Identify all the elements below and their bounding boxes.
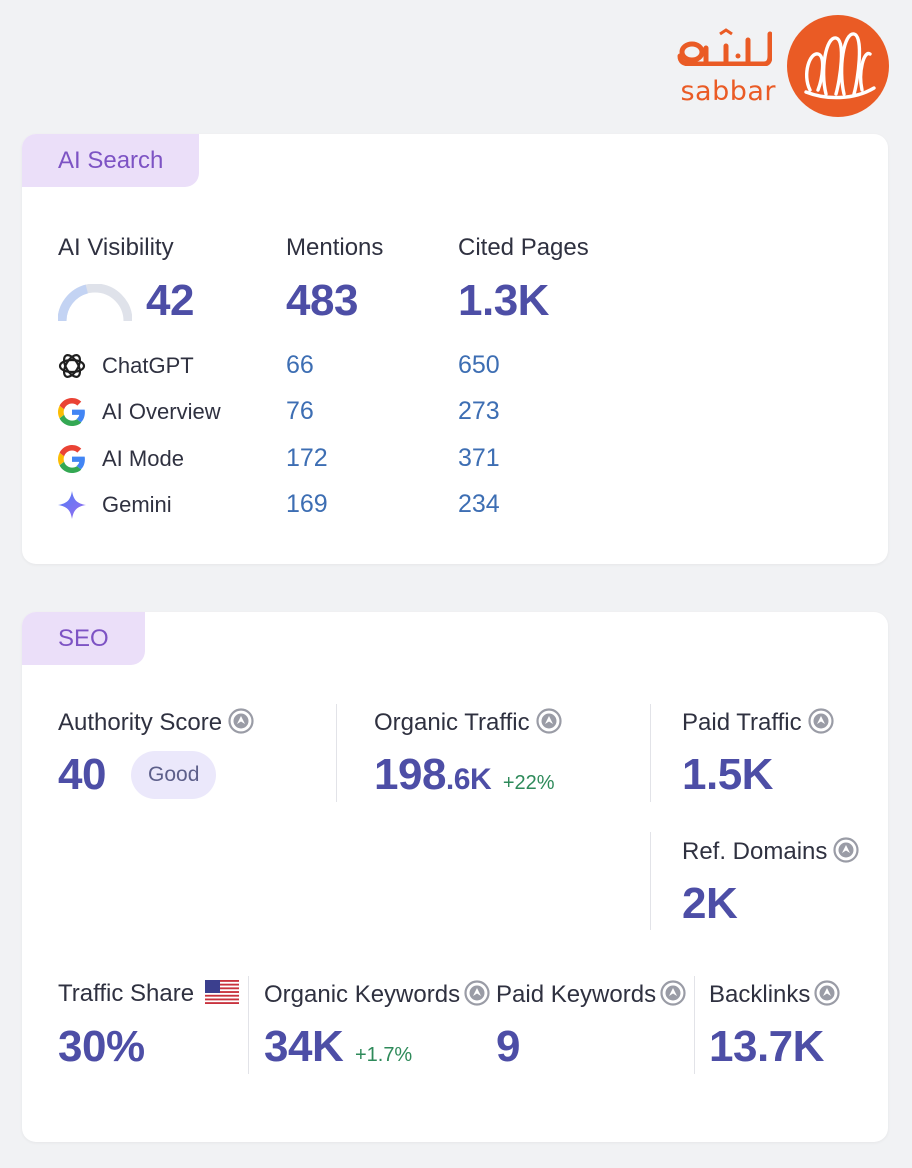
ai-row-label-gemini: Gemini xyxy=(102,492,172,517)
ai-row-mentions-chatgpt: 66 xyxy=(286,351,314,379)
paid-keywords-label: Paid Keywords xyxy=(496,980,686,1009)
ai-row-mentions-gemini: 169 xyxy=(286,490,328,518)
ai-search-tag: AI Search xyxy=(22,134,200,187)
google-icon xyxy=(58,398,85,426)
backlinks-label-text: Backlinks xyxy=(709,981,811,1008)
ai-visibility-value: 42 xyxy=(146,276,194,325)
chatgpt-icon xyxy=(58,354,86,378)
divider xyxy=(336,704,337,802)
paid-keywords-value: 9 xyxy=(496,1022,520,1071)
gemini-icon xyxy=(58,491,86,519)
ref-domains-value: 2K xyxy=(682,879,738,928)
cactus-logo-icon xyxy=(787,15,889,117)
brand-wordmark: sabbar xyxy=(680,76,776,107)
organic-keywords-delta: +1.7% xyxy=(354,1044,413,1066)
authority-score-value: 40 xyxy=(58,750,106,799)
ai-search-card: AI Search AI Visibility 42 Mentions 483 … xyxy=(22,134,888,564)
traffic-share-label: Traffic Share xyxy=(58,980,239,1008)
authority-score-label-text: Authority Score xyxy=(58,709,223,736)
seo-card: SEO Authority Score 40 Good Organic Traf… xyxy=(22,612,888,1142)
seo-tag: SEO xyxy=(22,612,145,665)
cited-pages-value: 1.3K xyxy=(458,276,549,325)
ai-row-cited-ai-overview: 273 xyxy=(458,397,500,425)
paid-traffic-label-text: Paid Traffic xyxy=(682,709,802,736)
organic-keywords-label: Organic Keywords xyxy=(264,980,490,1009)
ai-row-mentions-ai-overview: 76 xyxy=(286,397,314,425)
ai-row-cited-gemini: 234 xyxy=(458,490,500,518)
organic-keywords-value-main: 34K xyxy=(264,1022,344,1071)
brand-logo: sabbar xyxy=(668,14,889,120)
ai-visibility-label: AI Visibility xyxy=(58,234,174,261)
authority-score-badge: Good xyxy=(131,751,217,799)
mentions-value: 483 xyxy=(286,276,358,325)
info-icon[interactable] xyxy=(833,837,859,863)
ai-row-label-ai-overview: AI Overview xyxy=(102,399,221,424)
info-icon[interactable] xyxy=(814,980,840,1006)
traffic-share-label-text: Traffic Share xyxy=(58,980,195,1007)
organic-traffic-value: 198.6K +22% xyxy=(374,750,555,800)
divider xyxy=(248,976,249,1074)
mentions-label: Mentions xyxy=(286,234,384,261)
brand-arabic-wordmark xyxy=(677,28,772,66)
ai-row-label-chatgpt: ChatGPT xyxy=(102,353,194,378)
ai-row-label-ai-mode: AI Mode xyxy=(102,446,184,471)
authority-score-label: Authority Score xyxy=(58,708,254,737)
cited-pages-label: Cited Pages xyxy=(458,234,589,261)
ai-visibility-gauge xyxy=(58,284,132,322)
paid-keywords-label-text: Paid Keywords xyxy=(496,981,657,1008)
organic-traffic-label-text: Organic Traffic xyxy=(374,709,530,736)
backlinks-label: Backlinks xyxy=(709,980,840,1009)
paid-traffic-value: 1.5K xyxy=(682,750,773,799)
info-icon[interactable] xyxy=(660,980,686,1006)
organic-traffic-label: Organic Traffic xyxy=(374,708,562,737)
us-flag-icon xyxy=(204,980,239,1004)
traffic-share-value: 30% xyxy=(58,1022,145,1071)
organic-traffic-delta: +22% xyxy=(502,772,555,794)
organic-traffic-value-main: 198 xyxy=(374,750,446,799)
paid-traffic-label: Paid Traffic xyxy=(682,708,834,737)
info-icon[interactable] xyxy=(536,708,562,734)
info-icon[interactable] xyxy=(808,708,834,734)
divider xyxy=(650,704,651,802)
divider xyxy=(650,832,651,930)
ai-row-cited-ai-mode: 371 xyxy=(458,444,500,472)
info-icon[interactable] xyxy=(228,708,254,734)
backlinks-value: 13.7K xyxy=(709,1022,824,1071)
ai-row-cited-chatgpt: 650 xyxy=(458,351,500,379)
ref-domains-label: Ref. Domains xyxy=(682,837,859,866)
organic-keywords-value: 34K +1.7% xyxy=(264,1022,412,1072)
info-icon[interactable] xyxy=(464,980,490,1006)
google-icon xyxy=(58,445,85,473)
organic-keywords-label-text: Organic Keywords xyxy=(264,981,461,1008)
ai-row-mentions-ai-mode: 172 xyxy=(286,444,328,472)
divider xyxy=(694,976,695,1074)
organic-traffic-value-suffix: .6K xyxy=(445,763,492,796)
ref-domains-label-text: Ref. Domains xyxy=(682,838,828,865)
